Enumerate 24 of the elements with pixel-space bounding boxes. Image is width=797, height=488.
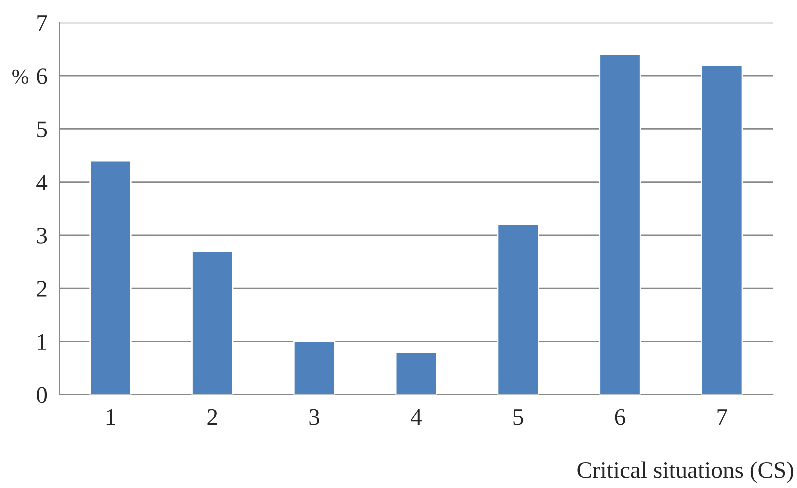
bar [192, 250, 234, 395]
x-tick-label: 7 [718, 410, 728, 426]
y-tick-label: 4 [36, 174, 48, 190]
x-tick-label: 1 [106, 409, 116, 426]
y-tick-label: 7 [38, 16, 48, 32]
bar [701, 64, 744, 395]
x-tick-label: 3 [310, 409, 320, 426]
x-axis-title: Critical situations (CS) [578, 462, 794, 484]
y-tick-label: 2 [37, 281, 47, 297]
y-tick-label: 3 [37, 228, 48, 244]
y-tick-label: 6 [37, 68, 48, 84]
bar [599, 54, 642, 395]
x-tick-label: 4 [410, 410, 422, 426]
bar [293, 340, 336, 395]
bar [395, 352, 438, 395]
y-tick-label: 5 [38, 122, 48, 138]
bar [90, 160, 132, 395]
x-tick-label: 5 [514, 410, 524, 426]
x-tick-label: 2 [208, 409, 218, 426]
y-tick-label: 1 [38, 334, 47, 350]
y-tick-label: 0 [37, 387, 48, 404]
y-axis-title: % [12, 70, 29, 84]
bar [497, 224, 540, 395]
x-tick-label: 6 [615, 409, 626, 426]
